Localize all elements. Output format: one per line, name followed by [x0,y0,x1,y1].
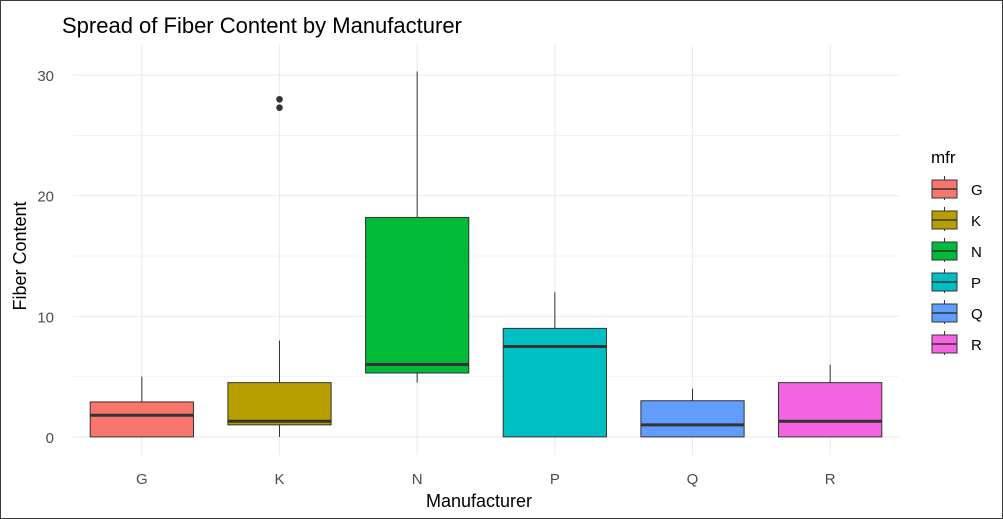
grid [73,45,899,455]
box-body [227,382,332,426]
outlier-point [276,104,283,112]
legend-item-K[interactable]: K [930,206,981,234]
legend-item-label: P [971,275,981,292]
box-P [502,292,607,438]
legend-title: mfr [931,148,956,167]
legend-item-R[interactable]: R [930,330,982,358]
chart-title: Spread of Fiber Content by Manufacturer [62,13,462,38]
legend-item-Q[interactable]: Q [930,299,983,327]
box-G [89,376,194,438]
box-body [502,327,607,438]
box-body [89,401,194,438]
x-tick-label: Q [687,471,699,488]
x-tick-label: K [274,471,284,488]
box-Q [640,388,745,438]
box-N [365,71,470,383]
x-tick-label: R [825,471,836,488]
box-body [778,382,883,438]
y-tick-label: 0 [46,430,54,447]
y-tick-label: 30 [37,68,54,85]
box-body [640,400,745,438]
y-tick-label: 10 [37,309,54,326]
legend-item-label: Q [971,306,983,323]
box-K [227,95,332,437]
legend-item-G[interactable]: G [930,175,983,203]
legend-item-label: K [971,213,981,230]
x-axis-label: Manufacturer [426,491,532,511]
legend-item-label: G [971,182,983,199]
outlier-point [276,95,283,103]
y-axis-label: Fiber Content [10,201,30,310]
legend-item-label: N [971,244,982,261]
legend-item-label: R [971,337,982,354]
y-tick-label: 20 [37,189,54,206]
legend-item-N[interactable]: N [930,237,982,265]
y-axis: 0 10 20 30 [37,68,54,447]
x-tick-label: G [136,471,148,488]
x-tick-label: P [550,471,560,488]
box-R [778,364,883,438]
box-body [365,216,470,374]
legend-item-P[interactable]: P [930,268,981,296]
x-tick-label: N [412,471,423,488]
boxes [89,71,883,438]
